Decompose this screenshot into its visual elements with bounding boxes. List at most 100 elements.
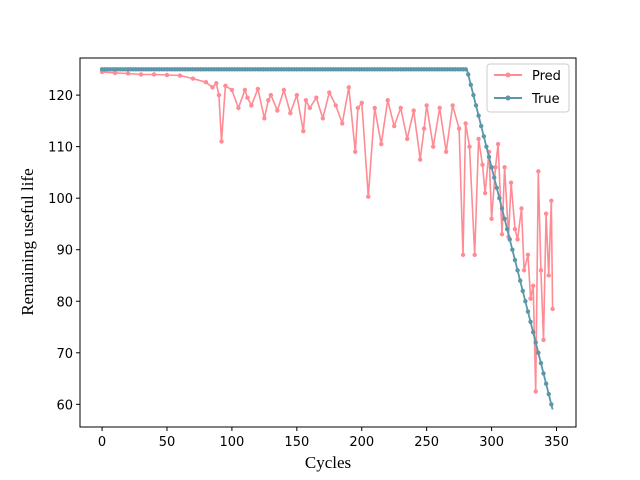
pred-point <box>177 73 183 78</box>
pred-point <box>521 268 527 273</box>
pred-point <box>301 128 306 134</box>
pred-point <box>495 141 501 147</box>
y-tick-label: 90 <box>56 244 73 259</box>
pred-point <box>216 92 222 98</box>
pred-point <box>421 126 427 131</box>
pred-point <box>549 198 554 203</box>
true-point <box>502 216 507 221</box>
legend-true-marker <box>505 95 511 101</box>
true-point <box>528 319 533 325</box>
pred-point <box>262 116 267 121</box>
true-point <box>476 113 481 118</box>
pred-point <box>424 103 429 108</box>
pred-point <box>508 180 514 185</box>
pred-point <box>164 72 170 78</box>
pred-point <box>528 296 533 301</box>
pred-point <box>266 98 271 103</box>
true-point <box>523 299 528 304</box>
true-point <box>481 134 487 139</box>
pred-point <box>307 105 313 111</box>
legend-pred-marker <box>505 72 511 78</box>
x-tick-label: 350 <box>544 435 569 450</box>
pred-point <box>463 121 468 126</box>
plot-content <box>99 67 555 410</box>
true-point <box>504 226 510 232</box>
pred-point <box>482 190 488 196</box>
true-point <box>543 381 549 386</box>
pred-point <box>214 81 219 86</box>
x-tick-label: 50 <box>159 435 176 450</box>
pred-point <box>530 283 536 288</box>
pred-point <box>437 105 442 111</box>
y-tick-label: 80 <box>56 295 73 310</box>
pred-point <box>355 105 361 111</box>
true-point <box>497 195 502 201</box>
pred-point <box>541 337 546 343</box>
pred-point <box>379 141 384 147</box>
pred-point <box>236 105 241 111</box>
true-point <box>520 288 525 294</box>
legend: Pred True <box>486 63 570 113</box>
pred-point <box>346 85 351 90</box>
x-tick-label: 100 <box>220 435 245 450</box>
true-point <box>530 329 536 335</box>
pred-point <box>519 206 524 211</box>
pred-point <box>405 136 410 142</box>
pred-point <box>372 105 377 111</box>
pred-point <box>460 252 466 258</box>
pred-point <box>223 83 228 89</box>
pred-point <box>281 87 287 93</box>
true-point <box>541 371 546 376</box>
pred-point <box>366 194 371 199</box>
pred-point <box>398 105 403 111</box>
true-point <box>479 123 484 129</box>
pred-point <box>525 252 531 258</box>
pred-point <box>499 232 505 237</box>
true-point <box>533 340 538 345</box>
y-axis: 60 70 80 90 100 110 120 <box>48 89 80 413</box>
true-point <box>494 185 499 191</box>
legend-pred-label: Pred <box>532 69 561 84</box>
pred-point <box>502 165 507 170</box>
x-tick-label: 250 <box>414 435 439 450</box>
true-point <box>491 175 497 180</box>
x-tick-label: 200 <box>349 435 374 450</box>
y-axis-title: Remaining useful life <box>18 168 37 315</box>
legend-true-label: True <box>531 92 560 107</box>
pred-point <box>533 389 538 394</box>
x-tick-label: 0 <box>98 435 106 450</box>
pred-point <box>203 80 209 85</box>
pred-point <box>229 87 235 93</box>
true-point <box>463 67 468 72</box>
true-point <box>473 103 479 108</box>
pred-point <box>546 273 551 278</box>
plot-area <box>79 57 577 428</box>
pred-point <box>219 139 224 144</box>
true-point <box>538 360 544 366</box>
pred-point <box>550 306 555 312</box>
y-tick-label: 60 <box>56 398 73 413</box>
pred-point <box>476 136 481 142</box>
pred-point <box>245 95 250 100</box>
pred-point <box>480 162 485 167</box>
true-point <box>489 165 494 170</box>
pred-point <box>255 86 261 92</box>
pred-point <box>411 108 416 113</box>
pred-point <box>472 252 477 258</box>
pred-point <box>320 116 326 121</box>
pred-point <box>353 149 358 154</box>
y-tick-label: 120 <box>48 89 73 104</box>
x-axis: 0 50 100 150 200 250 300 350 <box>98 427 569 450</box>
pred-point <box>467 144 472 149</box>
pred-point <box>536 169 541 174</box>
pred-point <box>385 98 390 103</box>
pred-point <box>210 85 215 90</box>
pred-point <box>543 211 549 216</box>
true-point <box>510 247 515 252</box>
true-point <box>484 144 489 149</box>
pred-point <box>151 72 157 77</box>
pred-point <box>125 71 131 76</box>
pred-point <box>512 226 518 232</box>
pred-point <box>489 216 494 221</box>
